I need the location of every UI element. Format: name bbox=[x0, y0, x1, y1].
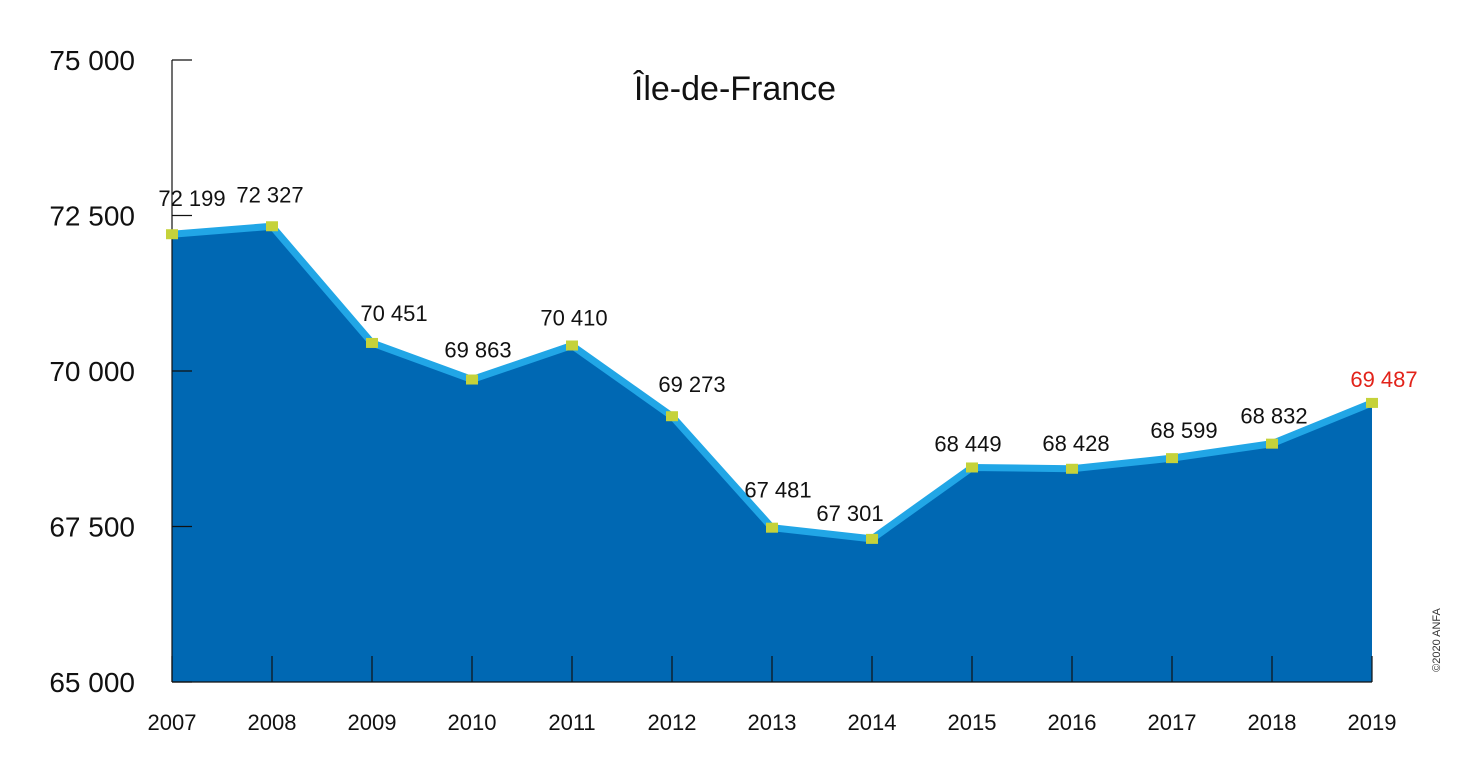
data-point-marker bbox=[1166, 453, 1178, 464]
data-point-marker bbox=[1266, 438, 1278, 449]
x-tick-label: 2007 bbox=[148, 710, 197, 735]
data-label: 70 451 bbox=[360, 301, 427, 326]
marker-layer bbox=[166, 221, 1378, 544]
data-point-marker bbox=[766, 522, 778, 533]
x-tick-label: 2018 bbox=[1248, 710, 1297, 735]
x-tick-label: 2013 bbox=[748, 710, 797, 735]
x-tick-label: 2008 bbox=[248, 710, 297, 735]
data-label: 72 327 bbox=[236, 182, 303, 207]
x-tick-label: 2012 bbox=[648, 710, 697, 735]
data-label: 67 481 bbox=[744, 478, 811, 503]
label-layer: 72 199 72 327 70 451 69 863 70 410 69 273 67 4… bbox=[158, 182, 1417, 526]
data-point-marker bbox=[1066, 463, 1078, 474]
data-point-marker bbox=[666, 411, 678, 422]
data-point-marker bbox=[266, 221, 278, 232]
data-point-marker bbox=[366, 337, 378, 348]
y-tick-label: 67 500 bbox=[49, 512, 135, 543]
data-label: 68 449 bbox=[934, 431, 1001, 456]
data-point-marker bbox=[1366, 397, 1378, 408]
y-tick-label: 75 000 bbox=[49, 45, 135, 76]
x-tick-label: 2015 bbox=[948, 710, 997, 735]
x-tick-label: 2010 bbox=[448, 710, 497, 735]
data-point-marker bbox=[966, 462, 978, 473]
x-tick-label: 2017 bbox=[1148, 710, 1197, 735]
x-tick-label: 2009 bbox=[348, 710, 397, 735]
chart-title: Île-de-France bbox=[633, 70, 836, 108]
data-point-marker bbox=[166, 229, 178, 240]
data-label: 70 410 bbox=[540, 305, 607, 330]
data-label: 68 599 bbox=[1150, 418, 1217, 443]
copyright-credit: ©2020 ANFA bbox=[1431, 607, 1443, 671]
x-tick-label: 2019 bbox=[1348, 710, 1397, 735]
data-label: 68 832 bbox=[1240, 404, 1307, 429]
series-area bbox=[172, 226, 1372, 682]
x-tick-label: 2016 bbox=[1048, 710, 1097, 735]
data-label: 69 487 bbox=[1350, 367, 1417, 392]
data-point-marker bbox=[866, 533, 878, 544]
data-label: 68 428 bbox=[1042, 431, 1109, 456]
area-layer bbox=[172, 226, 1372, 682]
data-label: 72 199 bbox=[158, 186, 225, 211]
data-label: 69 273 bbox=[658, 372, 725, 397]
x-tick-label: 2014 bbox=[848, 710, 897, 735]
y-tick-label: 65 000 bbox=[49, 667, 135, 698]
y-tick-label: 72 500 bbox=[49, 201, 135, 232]
axis-layer: 65 000 67 500 70 000 72 500 75 000 2007 2008 20… bbox=[49, 45, 1396, 735]
x-tick-label: 2011 bbox=[548, 710, 595, 735]
data-point-marker bbox=[466, 374, 478, 385]
y-tick-label: 70 000 bbox=[49, 356, 135, 387]
data-label: 69 863 bbox=[444, 338, 511, 363]
data-label: 67 301 bbox=[816, 501, 883, 526]
data-point-marker bbox=[566, 340, 578, 351]
